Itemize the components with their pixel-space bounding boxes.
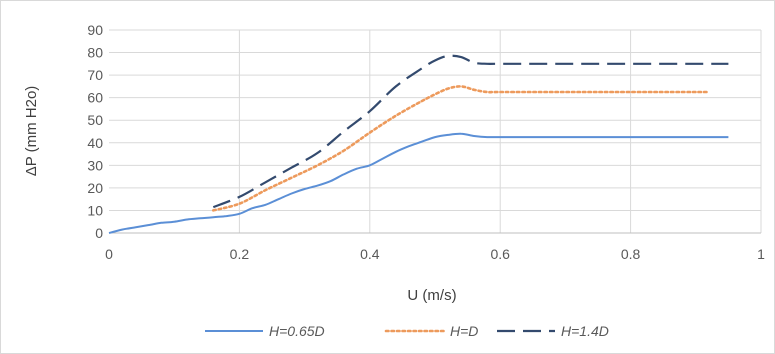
y-tick-label: 40 [87,135,103,151]
x-tick-label: 0.2 [230,246,250,262]
y-axis-title: ΔP (mm H2o) [23,86,40,177]
x-axis-title: U (m/s) [407,287,456,304]
series-line-3 [212,54,729,209]
legend: H=0.65D H=D H=1.4D [205,323,609,339]
y-tick-label: 90 [87,22,103,38]
x-tick-label: 0.6 [490,246,510,262]
grid [109,29,762,233]
series-line-2 [212,85,711,212]
y-tick-label: 50 [87,112,103,128]
y-tick-label: 30 [87,157,103,173]
legend-label-2: H=D [450,323,478,339]
x-tick-label: 0.4 [360,246,380,262]
series-line-1 [108,132,729,234]
y-tick-label: 10 [87,202,103,218]
y-tick-label: 0 [95,225,103,241]
series-group [108,54,729,234]
x-tick-label: 0 [105,246,113,262]
y-tick-label: 80 [87,45,103,61]
y-tick-label: 20 [87,180,103,196]
x-tick-label: 1 [757,246,765,262]
y-tick-label: 70 [87,67,103,83]
y-tick-label: 60 [87,90,103,106]
legend-label-3: H=1.4D [561,323,609,339]
legend-label-1: H=0.65D [269,323,325,339]
x-tick-label: 0.8 [621,246,641,262]
